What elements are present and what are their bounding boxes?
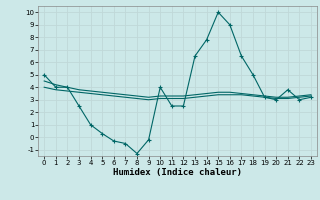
- X-axis label: Humidex (Indice chaleur): Humidex (Indice chaleur): [113, 168, 242, 177]
